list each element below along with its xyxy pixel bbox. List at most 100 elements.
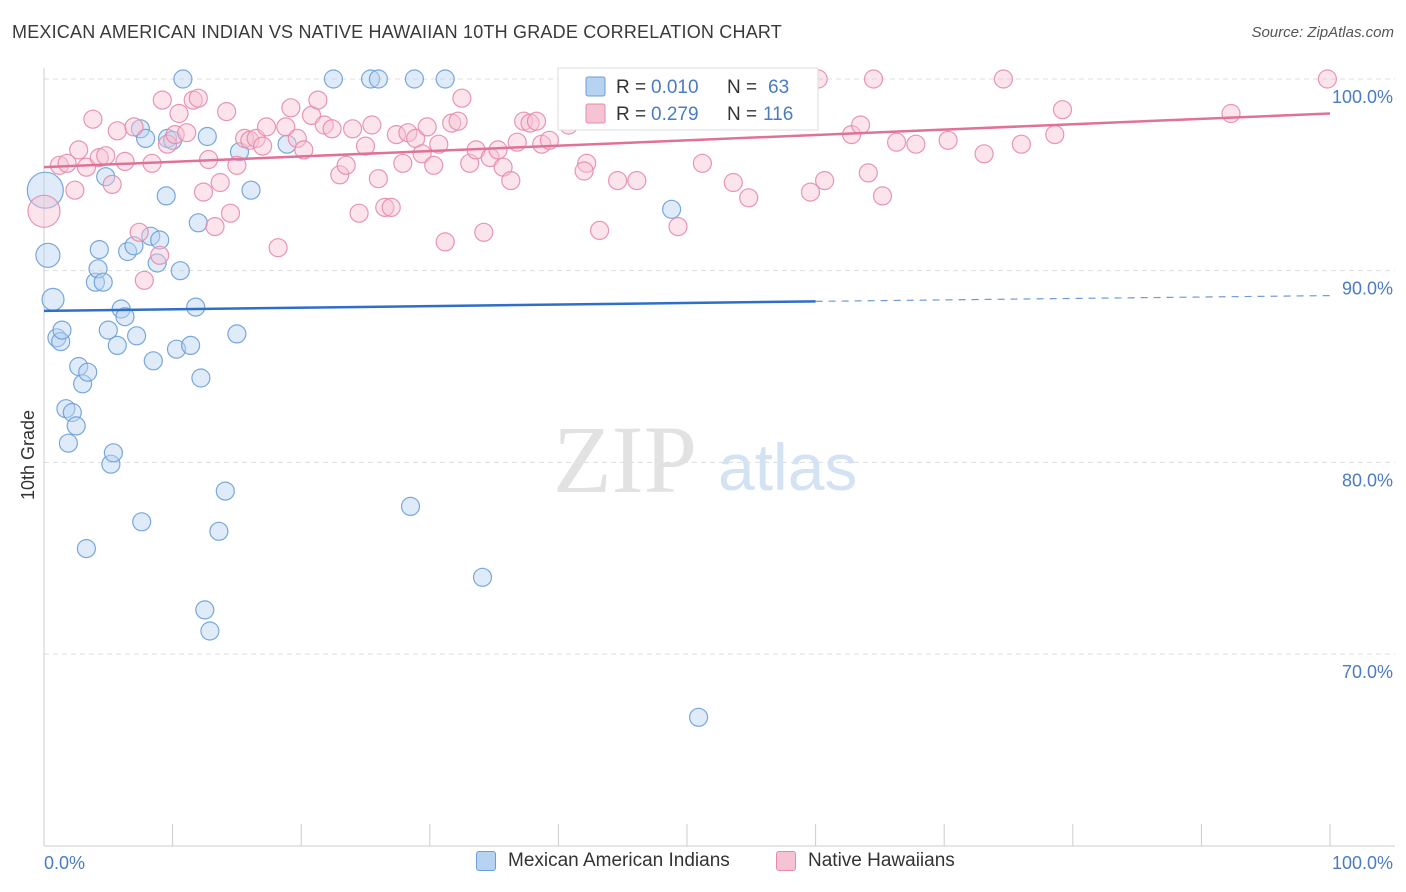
point-blue-42 — [186, 297, 206, 317]
point-pink-76 — [526, 111, 547, 131]
point-blue-22 — [107, 335, 127, 355]
point-pink-50 — [362, 115, 382, 135]
point-blue-43 — [188, 213, 208, 233]
point-blue-45 — [195, 600, 215, 620]
x-tick-label-100: 100.0% — [1332, 853, 1393, 873]
point-blue-20 — [101, 454, 121, 474]
point-pink-30 — [227, 155, 247, 175]
legend-swatch-mexican-american-indians — [476, 851, 496, 871]
legend-item-native-hawaiians: Native Hawaiians — [776, 850, 955, 872]
point-blue-58 — [404, 69, 424, 89]
point-blue-16 — [89, 240, 109, 260]
legend-swatch-native-hawaiians — [776, 851, 796, 871]
legend-label-native-hawaiians: Native Hawaiians — [808, 850, 955, 871]
point-pink-90 — [692, 153, 713, 173]
point-pink-9 — [102, 174, 122, 194]
point-blue-7 — [58, 433, 79, 453]
point-blue-11 — [72, 374, 93, 394]
point-pink-109 — [1011, 134, 1032, 154]
point-pink-46 — [336, 155, 356, 175]
legend-n-label-2: N = — [727, 104, 757, 125]
point-pink-44 — [322, 119, 342, 139]
point-blue-47 — [200, 621, 220, 641]
point-pink-10 — [107, 121, 127, 141]
y-tick-label-80: 80.0% — [1342, 470, 1393, 490]
point-pink-37 — [276, 117, 296, 137]
y-tick-label-90: 90.0% — [1342, 279, 1393, 299]
legend-item-mexican-american-indians: Mexican American Indians — [476, 850, 730, 872]
point-pink-113 — [1317, 69, 1338, 89]
point-pink-83 — [589, 220, 610, 240]
point-pink-48 — [349, 203, 369, 223]
bottom-legend: Mexican American Indians Native Hawaiian… — [0, 850, 1406, 880]
grid-lines — [44, 78, 1395, 655]
point-pink-100 — [850, 115, 871, 135]
point-blue-59 — [435, 69, 455, 89]
watermark-zip: ZIP — [553, 406, 697, 513]
point-pink-110 — [1045, 125, 1065, 145]
point-pink-102 — [863, 69, 884, 89]
point-pink-51 — [368, 169, 388, 189]
legend-n-value-1: 63 — [768, 77, 789, 98]
point-pink-111 — [1052, 100, 1073, 120]
point-pink-11 — [115, 151, 135, 171]
point-pink-42 — [308, 90, 328, 110]
source-label: Source: ZipAtlas.com — [1251, 24, 1394, 41]
point-pink-4 — [69, 140, 89, 160]
point-pink-59 — [417, 117, 437, 137]
point-pink-62 — [435, 232, 455, 252]
point-blue-60 — [472, 567, 493, 587]
point-pink-40 — [294, 140, 314, 160]
y-tick-label-100: 100.0% — [1332, 87, 1393, 107]
point-blue-49 — [215, 481, 235, 501]
point-blue-27 — [127, 326, 147, 346]
point-pink-14 — [134, 270, 154, 290]
point-pink-23 — [188, 88, 208, 108]
point-pink-34 — [253, 136, 273, 156]
point-blue-9 — [66, 416, 86, 436]
point-pink-16 — [150, 245, 170, 265]
point-blue-34 — [150, 230, 170, 250]
point-pink-101 — [858, 163, 878, 183]
x-tick-label-0: 0.0% — [44, 853, 85, 873]
point-pink-105 — [906, 134, 926, 154]
point-pink-53 — [381, 197, 401, 217]
point-pink-21 — [177, 123, 197, 143]
point-pink-96 — [800, 182, 821, 202]
point-blue-56 — [368, 69, 388, 89]
point-blue-57 — [400, 496, 421, 516]
point-pink-28 — [217, 101, 237, 122]
point-pink-81 — [577, 153, 597, 173]
y-axis-label: 10th Grade — [18, 410, 38, 500]
point-blue-19 — [98, 320, 118, 340]
point-pink-93 — [739, 188, 759, 208]
legend-swatch-blue — [585, 76, 606, 97]
point-pink-45 — [330, 165, 350, 185]
point-blue-52 — [241, 180, 261, 200]
watermark: ZIP atlas — [553, 406, 857, 513]
point-blue-2 — [41, 287, 65, 311]
trend-line-pink — [43, 112, 1331, 169]
legend-label-mexican-american-indians: Mexican American Indians — [508, 850, 730, 871]
point-pink-26 — [205, 217, 225, 237]
point-pink-27 — [210, 172, 230, 193]
point-pink-82 — [574, 161, 594, 181]
point-blue-46 — [197, 126, 217, 147]
point-blue-44 — [191, 368, 211, 388]
point-pink-39 — [287, 128, 307, 148]
legend-n-label-1: N = — [727, 77, 757, 98]
watermark-atlas: atlas — [718, 430, 857, 504]
legend-r-value-1: 0.010 — [651, 77, 699, 98]
point-blue-33 — [147, 253, 167, 273]
point-pink-13 — [129, 222, 149, 242]
point-blue-5 — [52, 320, 72, 340]
point-pink-12 — [124, 117, 144, 137]
tick-labels: 70.0% 80.0% 90.0% 100.0% 0.0% 100.0% — [44, 87, 1393, 873]
point-pink-70 — [488, 140, 508, 160]
point-pink-0 — [27, 194, 61, 228]
trend-extension-blue — [815, 294, 1331, 302]
point-pink-35 — [256, 117, 277, 137]
point-pink-103 — [872, 186, 893, 206]
point-blue-51 — [227, 324, 247, 344]
point-blue-54 — [323, 69, 343, 89]
